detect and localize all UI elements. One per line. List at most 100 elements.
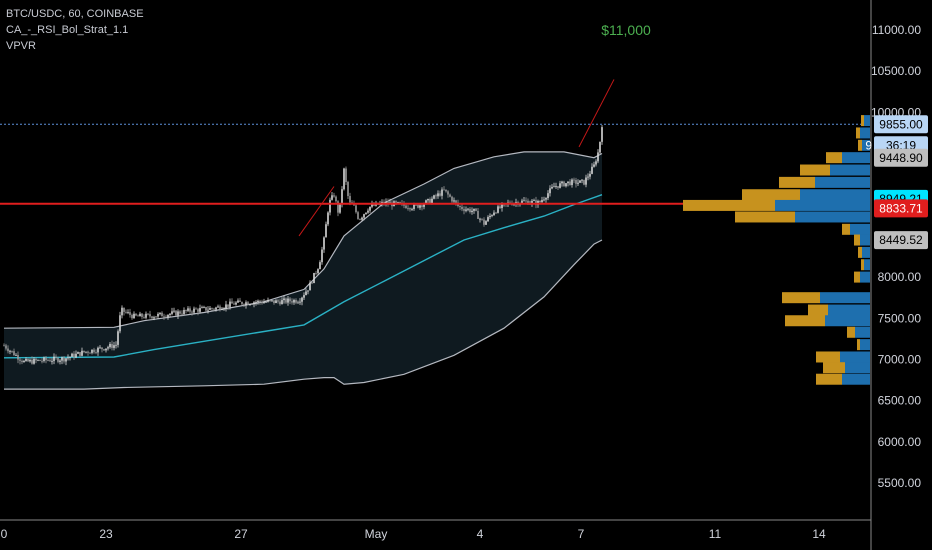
trend-line[interactable] [578, 79, 615, 148]
candle-body [455, 200, 457, 203]
candle-body [487, 217, 489, 222]
candle-body [475, 208, 477, 211]
candle-body [563, 181, 565, 187]
candle-body [249, 304, 251, 305]
candle-body [165, 316, 167, 318]
symbol-label[interactable]: BTC/USDC, 60, COINBASE [6, 8, 144, 20]
candle-body [413, 204, 415, 209]
vp-bar-up [820, 292, 870, 304]
candle-body [561, 181, 563, 184]
candle-body [149, 314, 151, 317]
vp-bar-up [862, 139, 870, 151]
candle-body [185, 310, 187, 311]
candle-body [107, 347, 109, 349]
candle-body [109, 343, 111, 348]
candle-body [39, 359, 41, 361]
vp-bar-up [842, 152, 870, 164]
candle-body [367, 210, 369, 213]
candle-body [305, 291, 307, 296]
candle-body [231, 301, 233, 304]
candle-body [313, 272, 315, 284]
candle-body [465, 209, 467, 211]
candle-body [131, 314, 133, 319]
candle-body [89, 352, 91, 354]
vp-bar-up [815, 176, 870, 188]
candle-body [357, 212, 359, 219]
candle-body [219, 306, 221, 310]
candle-body [265, 301, 267, 303]
candle-body [575, 180, 577, 184]
candle-body [35, 358, 37, 361]
candle-body [333, 195, 335, 197]
candle-body [91, 349, 93, 353]
trend-line[interactable] [298, 186, 335, 237]
candle-body [315, 272, 317, 274]
candle-body [49, 360, 51, 362]
candle-body [421, 205, 423, 207]
candle-body [105, 348, 107, 351]
candle-body [125, 311, 127, 313]
candle-body [425, 200, 427, 205]
candle-body [471, 210, 473, 212]
vp-bar-up [860, 271, 870, 283]
vp-bar-up [845, 362, 870, 374]
price-tick-label: 7500.00 [878, 311, 922, 325]
candle-body [253, 302, 255, 305]
time-tick-label: 7 [578, 527, 585, 541]
vp-bar-down [857, 339, 860, 351]
candle-body [193, 308, 195, 313]
candles [3, 124, 603, 366]
candle-body [85, 351, 87, 353]
candle-body [93, 349, 95, 353]
candle-body [201, 307, 203, 309]
price-tag-prefix: 9 [865, 138, 872, 152]
price-tag-label: 9855.00 [879, 117, 923, 131]
candle-body [151, 316, 153, 319]
indicator-label[interactable]: CA_-_RSI_Bol_Strat_1.1 [6, 24, 129, 36]
time-tick-label: 14 [812, 527, 826, 541]
candle-body [359, 218, 361, 220]
candle-body [11, 350, 13, 352]
candle-body [499, 206, 501, 209]
candle-body [579, 180, 581, 183]
vp-bar-up [860, 339, 870, 351]
candle-body [153, 317, 155, 319]
candle-body [5, 345, 7, 349]
price-tick-label: 5500.00 [878, 476, 922, 490]
candle-body [277, 300, 279, 302]
vp-bar-down [854, 271, 860, 283]
candle-body [83, 350, 85, 353]
candle-body [213, 308, 215, 310]
candle-body [103, 349, 105, 351]
candle-body [111, 343, 113, 348]
vp-bar-down [826, 152, 842, 164]
vpvr-label[interactable]: VPVR [6, 40, 36, 52]
price-tag-label: 8449.52 [879, 233, 923, 247]
candle-body [179, 311, 181, 314]
candle-body [19, 359, 21, 361]
candle-body [431, 198, 433, 204]
candle-body [123, 307, 125, 312]
candle-body [233, 303, 235, 305]
candle-body [79, 352, 81, 356]
candle-body [99, 347, 101, 349]
time-axis[interactable]: 0 23 27 May 4 7 11 14 [0, 519, 871, 541]
candle-body [235, 302, 237, 305]
candle-body [211, 308, 213, 309]
trend-lines[interactable] [298, 79, 615, 237]
price-annotation[interactable]: $11,000 [601, 22, 651, 38]
candle-body [345, 168, 347, 183]
time-tick-label: 4 [477, 527, 484, 541]
price-tag-bg [874, 115, 928, 134]
candle-body [141, 313, 143, 317]
candle-body [293, 299, 295, 303]
candle-body [435, 195, 437, 197]
price-tag-label: 8833.71 [879, 201, 923, 215]
candle-body [207, 309, 209, 311]
candle-body [429, 198, 431, 204]
candle-body [365, 212, 367, 215]
candle-body [447, 191, 449, 195]
candle-body [157, 313, 159, 317]
candle-body [117, 331, 119, 345]
